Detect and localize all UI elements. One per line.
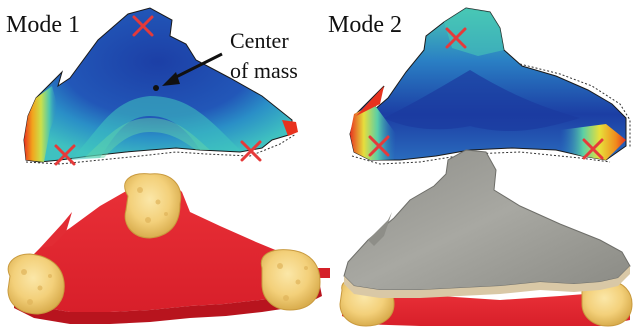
cross-marker-icon xyxy=(54,144,76,166)
mode1-title: Mode 1 xyxy=(6,12,80,38)
mode2-title: Mode 2 xyxy=(328,12,402,38)
photo-mode1-print xyxy=(7,173,330,324)
center-of-mass-label-line1: Center xyxy=(230,28,289,53)
cross-marker-icon xyxy=(132,15,154,37)
mode1-heatmap xyxy=(23,7,298,165)
cross-marker-icon xyxy=(240,140,262,162)
center-dot-icon xyxy=(153,85,159,91)
mode2-heatmap xyxy=(349,7,631,165)
cross-marker-icon xyxy=(582,138,604,160)
center-of-mass-label-line2: of mass xyxy=(230,58,298,83)
cross-marker-icon xyxy=(445,27,467,49)
cross-marker-icon xyxy=(368,135,390,157)
photo-mode2-print xyxy=(339,149,633,327)
arrow-pointer-icon xyxy=(162,52,223,86)
